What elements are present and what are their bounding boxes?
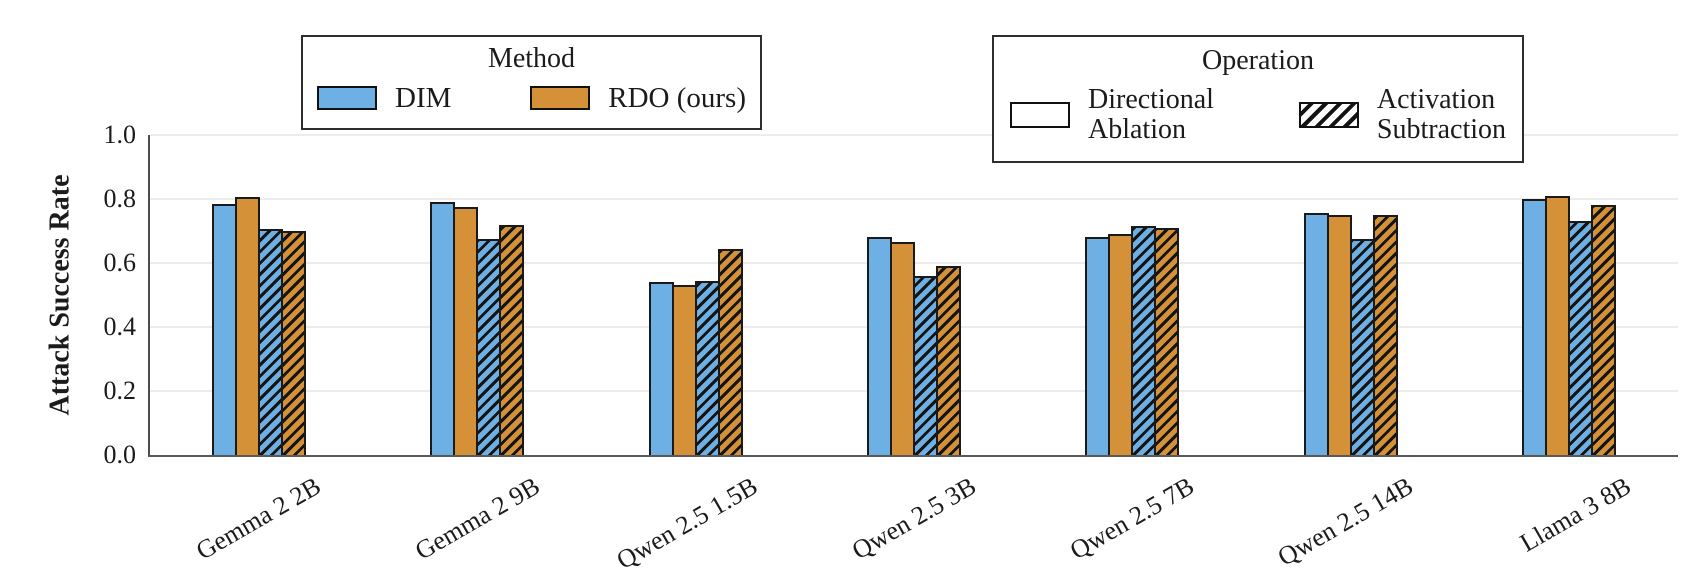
bar-rdo-directional-ablation-gemma-2-9b (453, 207, 479, 455)
legend-swatch-dim (317, 86, 377, 110)
bar-group-qwen-2-5-1-5b: Qwen 2.5 1.5B (587, 135, 805, 575)
bar-dim-directional-ablation-qwen-2-5-3b (866, 237, 892, 455)
x-tick-label-qwen-2-5-14b: Qwen 2.5 14B (1272, 471, 1418, 572)
bar-dim-directional-ablation-qwen-2-5-7b (1085, 237, 1111, 455)
legend-entry-activation-subtraction: Activation Subtraction (1298, 83, 1506, 145)
bar-dim-activation-subtraction-gemma-2-2b (258, 229, 284, 455)
legend-swatch-activation-subtraction (1298, 101, 1359, 128)
bar-rdo-directional-ablation-qwen-2-5-3b (889, 242, 915, 455)
bar-dim-activation-subtraction-llama-3-8b (1567, 221, 1593, 455)
x-tick-label-qwen-2-5-1-5b: Qwen 2.5 1.5B (611, 471, 763, 575)
bar-rdo-activation-subtraction-llama-3-8b (1590, 205, 1616, 455)
legend-method-title: Method (487, 43, 576, 74)
bar-dim-activation-subtraction-gemma-2-9b (476, 239, 502, 455)
bar-rdo-activation-subtraction-qwen-2-5-1-5b (717, 248, 743, 455)
gridline-1.0 (150, 134, 1678, 136)
bars-qwen-2-5-3b (866, 237, 961, 455)
bar-dim-directional-ablation-gemma-2-2b (212, 203, 238, 455)
legend-method-entries: DIM RDO (ours) (317, 76, 746, 120)
legend-operation-entries: Directional Ablation Activation Subtraction (1010, 78, 1506, 151)
bar-dim-directional-ablation-qwen-2-5-14b (1303, 213, 1329, 455)
bar-rdo-directional-ablation-gemma-2-2b (235, 197, 261, 455)
legend-operation: Operation Directional Ablation Activation S… (992, 35, 1524, 163)
legend-swatch-rdo-ours (530, 86, 591, 110)
legend-label-directional-ablation: Directional Ablation (1088, 83, 1214, 145)
bar-rdo-directional-ablation-qwen-2-5-14b (1326, 215, 1352, 455)
bars-qwen-2-5-1-5b (648, 248, 743, 455)
y-tick-label-0.6: 0.6 (103, 248, 137, 277)
legend-entry-rdo-ours: RDO (ours) (530, 81, 746, 114)
bars-gemma-2-2b (212, 197, 307, 455)
bar-group-gemma-2-9b: Gemma 2 9B (368, 135, 586, 566)
bar-dim-directional-ablation-gemma-2-9b (430, 202, 456, 455)
bar-rdo-activation-subtraction-qwen-2-5-14b (1372, 215, 1398, 455)
plot-area: 0.0 0.2 0.4 0.6 0.8 1.0 Gemma 2 2B Gemma 2 9B Qw… (104, 120, 1678, 575)
bar-dim-activation-subtraction-qwen-2-5-14b (1349, 239, 1375, 455)
legend-label-activation-subtraction: Activation Subtraction (1376, 83, 1506, 145)
bar-rdo-directional-ablation-qwen-2-5-7b (1108, 234, 1134, 455)
legend-label-rdo-ours: RDO (ours) (608, 81, 746, 114)
x-tick-label-qwen-2-5-7b: Qwen 2.5 7B (1065, 471, 1200, 566)
bar-rdo-directional-ablation-llama-3-8b (1544, 195, 1570, 455)
bar-dim-activation-subtraction-qwen-2-5-1-5b (694, 280, 720, 455)
legend-entry-directional-ablation: Directional Ablation (1010, 83, 1214, 145)
bar-dim-directional-ablation-llama-3-8b (1521, 199, 1547, 455)
bar-rdo-directional-ablation-qwen-2-5-1-5b (671, 285, 697, 455)
bar-rdo-activation-subtraction-gemma-2-2b (281, 231, 307, 455)
bar-dim-directional-ablation-qwen-2-5-1-5b (648, 282, 674, 455)
legend-entry-dim: DIM (317, 81, 452, 114)
bar-dim-activation-subtraction-qwen-2-5-3b (912, 275, 938, 455)
bar-rdo-activation-subtraction-qwen-2-5-7b (1154, 227, 1180, 455)
gridline-0.8 (150, 198, 1678, 200)
bars-qwen-2-5-14b (1303, 213, 1398, 455)
bar-rdo-activation-subtraction-gemma-2-9b (499, 224, 525, 455)
x-tick-label-qwen-2-5-3b: Qwen 2.5 3B (847, 471, 981, 566)
bar-rdo-activation-subtraction-qwen-2-5-3b (935, 266, 961, 455)
bars-qwen-2-5-7b (1085, 226, 1180, 455)
y-tick-label-0.4: 0.4 (103, 312, 137, 341)
legend-method: Method DIM RDO (ours) (301, 35, 762, 130)
legend-swatch-directional-ablation (1010, 101, 1070, 128)
bar-group-qwen-2-5-3b: Qwen 2.5 3B (805, 135, 1023, 565)
bar-group-qwen-2-5-7b: Qwen 2.5 7B (1023, 135, 1241, 565)
y-tick-label-1.0: 1.0 (103, 120, 137, 149)
x-tick-label-gemma-2-9b: Gemma 2 9B (409, 471, 545, 566)
bars-gemma-2-9b (430, 202, 525, 455)
y-tick-label-0.8: 0.8 (103, 184, 137, 213)
legend-label-dim: DIM (395, 81, 452, 114)
x-tick-label-llama-3-8b: Llama 3 8B (1515, 471, 1636, 558)
y-tick-label-0.0: 0.0 (103, 440, 137, 469)
legend-operation-title: Operation (1202, 45, 1314, 76)
bar-group-qwen-2-5-14b: Qwen 2.5 14B (1241, 135, 1459, 572)
x-tick-label-gemma-2-2b: Gemma 2 2B (191, 471, 327, 566)
y-tick-label-0.2: 0.2 (103, 376, 137, 405)
bar-group-llama-3-8b: Llama 3 8B (1460, 135, 1678, 558)
bars-llama-3-8b (1521, 195, 1616, 455)
bar-group-gemma-2-2b: Gemma 2 2B (150, 135, 368, 566)
bar-dim-activation-subtraction-qwen-2-5-7b (1131, 226, 1157, 455)
